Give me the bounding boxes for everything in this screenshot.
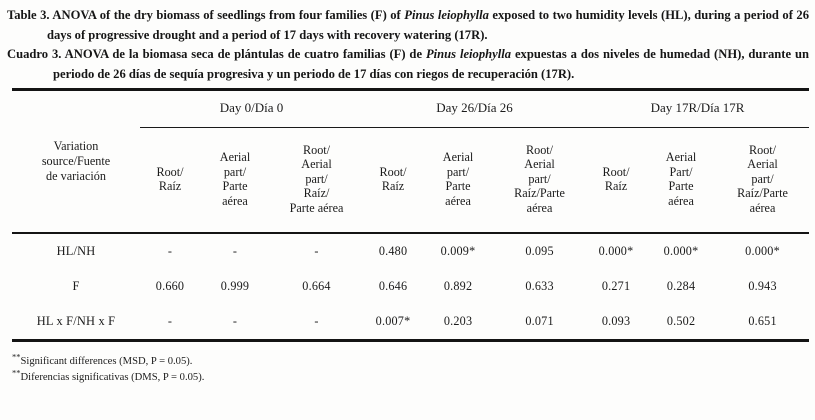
anova-table: Variation source/Fuente de variación Day… [12, 88, 810, 342]
caption-spanish-prefix: Cuadro 3. ANOVA de la biomasa seca de pl… [7, 47, 426, 61]
column-header-day17r-aerial: Aerial Part/ Parte aérea [646, 127, 717, 234]
column-header-day26-aerial: Aerial part/ Parte aérea [423, 127, 494, 234]
value-cell: 0.651 [748, 314, 777, 328]
value-cell: - [314, 244, 319, 258]
value-cell: - [167, 244, 173, 258]
row-label-f: F [72, 279, 80, 293]
value-cell: - [314, 314, 319, 328]
value-cell: 0.071 [525, 314, 554, 328]
value-cell: - [232, 314, 238, 328]
footnote-marker: ** [12, 366, 21, 377]
value-cell: 0.000* [598, 244, 634, 258]
value-cell: 0.271 [601, 279, 631, 293]
column-header-day26-ratio: Root/ Aerial part/ Raíz/Parte aérea [493, 127, 587, 234]
value-cell: 0.095 [525, 244, 554, 258]
value-cell: 0.000* [663, 244, 699, 258]
column-header-day0-ratio: Root/ Aerial part/ Raíz/ Parte aérea [270, 127, 364, 234]
value-cell: 0.000* [745, 244, 780, 258]
group-header-day26: Day 26/Día 26 [363, 89, 587, 128]
footnote-marker: ** [12, 351, 21, 362]
row-label-hlxf: HL x F/NH x F [36, 314, 116, 328]
caption-spanish: Cuadro 3. ANOVA de la biomasa seca de pl… [7, 45, 809, 84]
footnote-english: **Significant differences (MSD, P = 0.05… [12, 351, 809, 370]
footnote-spanish: **Diferencias significativas (DMS, P = 0… [12, 366, 809, 386]
value-cell: 0.664 [302, 279, 331, 293]
value-cell: 0.203 [443, 314, 473, 328]
footnote-english-text: Significant differences (MSD, P = 0.05). [20, 356, 193, 367]
column-header-day0-root: Root/ Raíz [140, 127, 200, 234]
value-cell: 0.007* [375, 314, 411, 328]
value-cell: 0.943 [748, 279, 777, 293]
caption-spanish-suffix: expuestas a dos niveles de humedad (NH),… [53, 47, 809, 81]
value-cell: 0.502 [666, 314, 696, 328]
value-cell: 0.892 [443, 279, 473, 293]
value-cell: 0.999 [220, 279, 250, 293]
group-header-row: Variation source/Fuente de variación Day… [12, 89, 810, 234]
caption-english-suffix: exposed to two humidity levels (HL), dur… [47, 8, 809, 42]
footnote-spanish-text: Diferencias significativas (DMS, P = 0.0… [20, 371, 205, 383]
row-label-hl-nh: HL/NH [56, 244, 96, 258]
column-header-day17r-ratio: Root/ Aerial part/ Raíz/Parte aérea [716, 127, 810, 234]
table-row-hl-nh: HL/NH - - - 0.480 0.009* 0.095 0.000* 0.… [12, 233, 809, 269]
column-header-day26-root: Root/ Raíz [363, 127, 424, 234]
value-cell: 0.093 [601, 314, 631, 328]
group-header-day0: Day 0/Día 0 [140, 89, 364, 128]
corner-header-variation-source: Variation source/Fuente de variación [12, 89, 140, 234]
value-cell: 0.480 [378, 244, 408, 258]
species-name-italic: Pinus leiophylla [425, 47, 512, 61]
value-cell: 0.009* [440, 244, 476, 258]
value-cell: - [232, 244, 238, 258]
species-name-italic: Pinus leiophylla [404, 8, 489, 22]
column-header-row: Root/ Raíz Aerial part/ Parte aérea Root… [12, 127, 810, 234]
caption-english: Table 3. ANOVA of the dry biomass of see… [7, 6, 809, 45]
caption-english-prefix: Table 3. ANOVA of the dry biomass of see… [7, 8, 405, 22]
table-footnotes: **Significant differences (MSD, P = 0.05… [12, 351, 809, 386]
value-cell: - [167, 314, 173, 328]
group-header-day17r: Day 17R/Día 17R [586, 89, 810, 128]
table-captions: Table 3. ANOVA of the dry biomass of see… [7, 6, 809, 84]
column-header-day17r-root: Root/ Raíz [586, 127, 647, 234]
table-row-hlxf: HL x F/NH x F - - - 0.007* 0.203 0.071 0… [12, 304, 809, 341]
value-cell: 0.284 [666, 279, 696, 293]
value-cell: 0.660 [155, 279, 185, 293]
value-cell: 0.633 [525, 279, 554, 293]
value-cell: 0.646 [378, 279, 408, 293]
table-row-f: F 0.660 0.999 0.664 0.646 0.892 0.633 0.… [12, 269, 809, 304]
column-header-day0-aerial: Aerial part/ Parte aérea [200, 127, 270, 234]
